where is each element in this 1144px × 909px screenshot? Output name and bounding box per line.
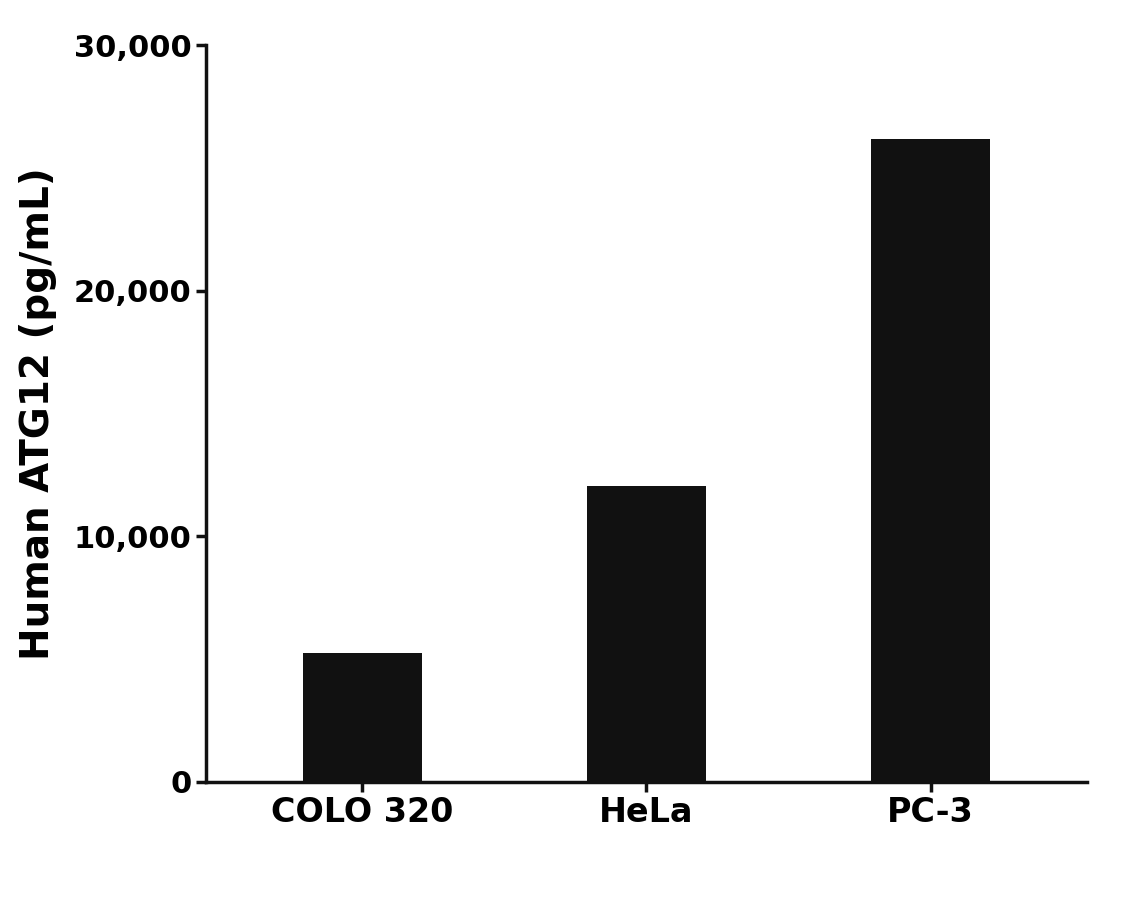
Y-axis label: Human ATG12 (pg/mL): Human ATG12 (pg/mL) [18,167,57,660]
Bar [587,485,706,782]
Bar [302,653,422,782]
Bar [871,138,991,782]
